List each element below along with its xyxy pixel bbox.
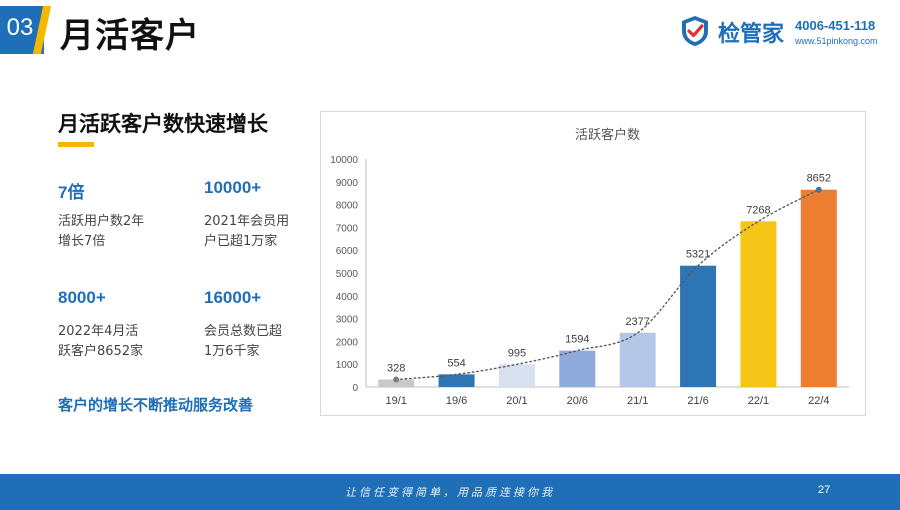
chart-panel: 活跃客户数 0 1000 2000 3000 4000 5000 6000 7000 8000 90…	[320, 111, 866, 416]
y-tick-label: 0	[352, 383, 358, 394]
y-tick-label: 10000	[330, 155, 358, 166]
x-tick-label: 21/1	[627, 395, 648, 407]
section-number: 03	[6, 14, 34, 41]
stat-description: 2022年4月活 跃客户8652家	[58, 322, 178, 362]
bar	[800, 189, 837, 387]
brand-phone: 4006-451-118	[795, 18, 876, 33]
tagline: 客户的增长不断推动服务改善	[58, 396, 254, 414]
bar	[378, 379, 415, 387]
stat-card-growth: 7倍 活跃用户数2年 增长7倍	[58, 178, 178, 252]
y-tick-label: 5000	[336, 269, 359, 280]
x-tick-label: 22/4	[808, 395, 829, 407]
y-tick-label: 9000	[336, 178, 359, 189]
y-tick-label: 1000	[336, 360, 359, 371]
y-tick-label: 7000	[336, 223, 359, 234]
x-tick-label: 19/1	[385, 395, 406, 407]
data-label: 554	[447, 357, 465, 369]
stat-card-active-2022: 8000+ 2022年4月活 跃客户8652家	[58, 288, 178, 362]
stat-desc-line: 活跃用户数2年	[58, 214, 145, 229]
bar	[740, 221, 777, 387]
stat-description: 活跃用户数2年 增长7倍	[58, 212, 178, 252]
footer-slogan: 让信任变得简单，用品质连接你我	[345, 486, 555, 499]
stat-value: 16000+	[204, 288, 262, 307]
stat-desc-line: 2021年会员用	[204, 214, 290, 229]
x-tick-label: 21/6	[687, 395, 708, 407]
brand-logo: 检管家 4006-451-118 www.51pinkong.com	[678, 12, 893, 52]
stat-desc-line: 户已超1万家	[204, 234, 278, 249]
stat-desc-line: 跃客户8652家	[58, 344, 144, 359]
stat-value: 10000+	[204, 178, 262, 197]
stat-value: 8000+	[58, 288, 106, 307]
shield-check-icon	[682, 16, 708, 46]
stat-value: 7倍	[58, 183, 85, 202]
y-tick-label: 4000	[336, 292, 359, 303]
stat-desc-line: 2022年4月活	[58, 324, 139, 339]
y-tick-label: 3000	[336, 315, 359, 326]
data-label: 995	[508, 347, 526, 359]
stat-description: 会员总数已超 1万6千家	[204, 322, 324, 362]
bar	[498, 364, 535, 387]
footer-bar: 让信任变得简单，用品质连接你我 27	[0, 474, 900, 510]
page-number: 27	[818, 484, 831, 496]
trend-line	[395, 189, 820, 381]
chart-title: 活跃客户数	[575, 127, 640, 143]
bar	[559, 350, 596, 387]
x-tick-label: 19/6	[446, 395, 467, 407]
y-tick-label: 2000	[336, 337, 359, 348]
data-label: 8652	[807, 173, 831, 185]
page-title: 月活客户	[60, 16, 200, 56]
stat-card-members-2021: 10000+ 2021年会员用 户已超1万家	[204, 178, 324, 252]
brand-name: 检管家	[718, 22, 785, 47]
data-label: 1594	[565, 334, 589, 346]
headline-underline	[58, 142, 94, 147]
data-label: 5321	[686, 249, 710, 261]
section-headline: 月活跃客户数快速增长	[58, 112, 268, 136]
trend-end-point	[815, 186, 822, 193]
trend-start-point	[393, 376, 400, 383]
stat-desc-line: 1万6千家	[204, 344, 260, 359]
data-label: 328	[387, 363, 405, 375]
bar	[438, 374, 475, 387]
y-tick-label: 6000	[336, 246, 359, 257]
x-tick-label: 20/1	[506, 395, 527, 407]
stat-card-members-total: 16000+ 会员总数已超 1万6千家	[204, 288, 324, 362]
data-label: 7268	[746, 204, 770, 216]
y-tick-label: 8000	[336, 201, 359, 212]
brand-url: www.51pinkong.com	[795, 36, 878, 46]
data-label: 2377	[625, 316, 649, 328]
x-tick-label: 20/6	[567, 395, 588, 407]
stat-desc-line: 会员总数已超	[204, 324, 283, 339]
bar	[619, 332, 656, 387]
bar-chart: 活跃客户数 0 1000 2000 3000 4000 5000 6000 7000 8000 90…	[330, 127, 849, 407]
bar	[680, 265, 717, 387]
x-tick-label: 22/1	[748, 395, 769, 407]
stat-desc-line: 增长7倍	[58, 234, 106, 249]
stat-description: 2021年会员用 户已超1万家	[204, 212, 324, 252]
section-badge: 03	[0, 6, 52, 54]
